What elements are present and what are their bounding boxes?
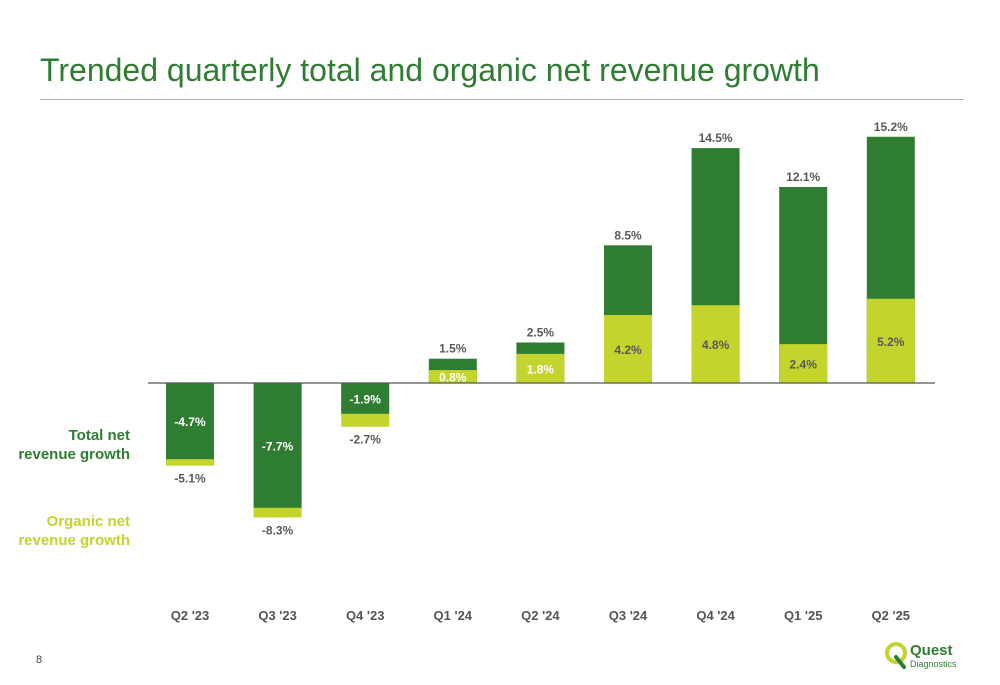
x-tick-label: Q3 '23: [258, 608, 297, 623]
total-growth-label: -5.1%: [174, 472, 206, 486]
x-tick-label: Q4 '23: [346, 608, 385, 623]
total-growth-label: 8.5%: [614, 228, 642, 242]
total-growth-label: -2.7%: [350, 433, 382, 447]
organic-growth-bar: [166, 383, 214, 460]
total-growth-label: 14.5%: [699, 131, 733, 145]
quest-logo-icon: [885, 642, 907, 669]
title-divider: [40, 99, 964, 100]
x-tick-label: Q4 '24: [696, 608, 735, 623]
organic-growth-bar: [516, 353, 565, 383]
x-tick-label: Q3 '24: [609, 608, 648, 623]
organic-growth-bar: [779, 344, 828, 383]
organic-growth-bar: [341, 383, 390, 414]
organic-growth-label: 4.8%: [702, 338, 730, 352]
legend-total-label: Total net revenue growth: [18, 427, 130, 463]
legend-organic-label: Organic net revenue growth: [18, 513, 130, 549]
organic-growth-label: 1.8%: [527, 362, 555, 376]
organic-growth-bar: [604, 314, 652, 383]
organic-growth-label: 0.8%: [439, 371, 467, 385]
organic-growth-label: -1.9%: [350, 392, 382, 406]
organic-growth-label: 2.4%: [790, 358, 818, 372]
organic-growth-bar: [253, 383, 302, 508]
total-growth-label: 15.2%: [874, 120, 908, 134]
x-tick-label: Q2 '24: [521, 608, 560, 623]
x-tick-label: Q2 '23: [171, 608, 210, 623]
total-growth-label: -8.3%: [262, 523, 294, 537]
slide-title: Trended quarterly total and organic net …: [40, 52, 820, 88]
organic-growth-bar: [428, 370, 477, 383]
organic-growth-label: -4.7%: [174, 415, 206, 429]
quest-logo: Quest Diagnostics: [884, 640, 974, 676]
organic-growth-label: -7.7%: [262, 439, 294, 453]
organic-growth-label: 4.2%: [614, 343, 642, 357]
x-tick-label: Q1 '24: [434, 608, 473, 623]
organic-growth-bar: [866, 298, 915, 383]
x-tick-label: Q1 '25: [784, 608, 823, 623]
page-number: 8: [36, 654, 43, 666]
total-growth-label: 1.5%: [439, 342, 467, 356]
total-growth-label: 2.5%: [527, 326, 555, 340]
organic-growth-label: 5.2%: [877, 335, 905, 349]
organic-growth-bar: [691, 305, 740, 383]
total-growth-label: 12.1%: [786, 170, 820, 184]
logo-sub-text: Diagnostics: [910, 659, 957, 669]
logo-brand-text: Quest: [910, 642, 953, 659]
x-tick-label: Q2 '25: [872, 608, 911, 623]
